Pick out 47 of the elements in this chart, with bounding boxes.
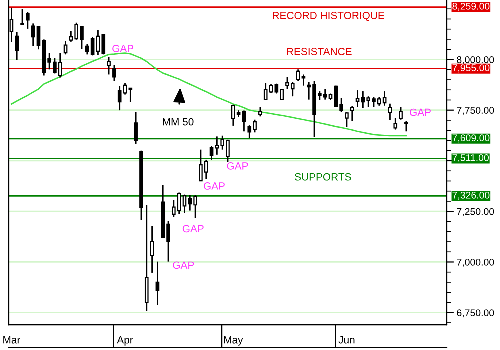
annotation: GAP (227, 162, 248, 170)
candlestick (258, 106, 262, 118)
candlestick (296, 68, 300, 82)
candlestick (150, 225, 154, 274)
x-tick-label: Mar (4, 336, 20, 344)
candlestick (356, 90, 360, 108)
candlestick (156, 261, 160, 306)
ref-line-label: 7,326.00 (452, 192, 490, 200)
candlestick (26, 12, 30, 30)
candlestick (394, 118, 398, 130)
candlestick (15, 31, 20, 62)
candlestick (399, 106, 403, 121)
y-tick-label: 8,000.00 (457, 56, 494, 65)
candlestick (128, 87, 133, 103)
annotation: GAP (182, 225, 204, 233)
annotation: GAP (204, 182, 225, 190)
annotation: MM 50 (163, 118, 194, 126)
ref-line-label: 7,955.00 (452, 64, 490, 73)
candlestick (404, 120, 408, 132)
y-tick-label: 6,750.00 (457, 310, 494, 318)
candlestick (107, 56, 111, 76)
candlestick (134, 111, 138, 145)
annotation: GAP (112, 45, 134, 52)
y-tick-label: 7,250.00 (457, 208, 494, 216)
candlestick (350, 106, 354, 122)
candlestick (388, 103, 392, 122)
annotation: GAP (410, 108, 431, 116)
annotation: RESISTANCE (287, 48, 352, 56)
candlestick (210, 145, 214, 161)
x-tick-label: May (224, 336, 244, 346)
y-tick-label: 7,000.00 (457, 258, 494, 267)
candlestick (345, 112, 349, 128)
annotation: GAP (173, 262, 194, 270)
candlestick (302, 74, 306, 87)
ref-line-label: 7,609.00 (452, 134, 490, 143)
annotation: RECORD HISTORIQUE (273, 12, 384, 22)
x-tick-label: Jun (338, 336, 355, 344)
x-tick-label: Apr (117, 336, 134, 346)
ref-line-label: 8,259.00 (452, 3, 490, 12)
candlestick (242, 110, 246, 132)
candlestick (31, 22, 36, 48)
candlestick (20, 8, 24, 26)
y-tick-label: 7,750.00 (457, 107, 494, 116)
annotation: SUPPORTS (295, 173, 352, 181)
ref-line-label: 7,511.00 (452, 154, 490, 163)
candlestick (112, 64, 116, 82)
candlestick (64, 40, 68, 56)
